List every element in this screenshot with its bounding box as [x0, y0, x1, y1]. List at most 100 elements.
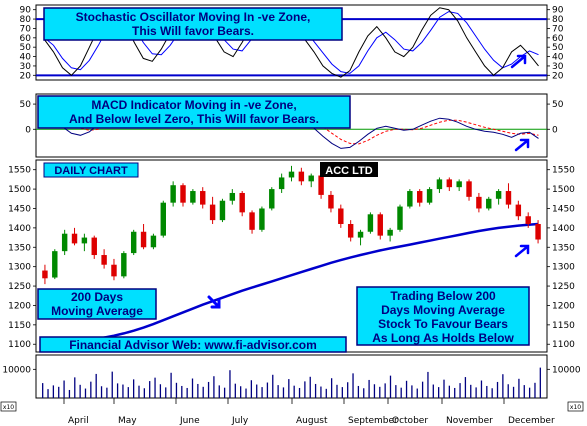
candle-body	[328, 194, 334, 209]
candle-body	[52, 251, 58, 278]
price-arrow-icon	[514, 244, 530, 258]
month-label: November	[446, 416, 493, 426]
price-tick-label-right: 1500	[552, 185, 575, 195]
stochastic-tick-label-right: 70	[552, 24, 564, 34]
macd-arrow-icon	[514, 138, 530, 152]
daily-chart-label-box	[43, 162, 139, 178]
website-caption-box	[39, 336, 347, 353]
stochastic-arrow-icon	[510, 54, 527, 69]
ma-annotation-line2: Moving Average	[51, 304, 143, 318]
price-tick-label-right: 1200	[552, 301, 575, 311]
candle-body	[160, 202, 166, 236]
candle-body	[426, 189, 433, 203]
macd-tick-label-right: 50	[552, 100, 564, 110]
stochastic-tick-label-right: 80	[552, 15, 564, 25]
stochastic-tick-label-left: 60	[20, 34, 32, 44]
candle-body	[535, 224, 541, 240]
candle-body	[111, 264, 117, 277]
stochastic-tick-label-right: 50	[552, 43, 564, 53]
candle-body	[357, 231, 364, 238]
ma-annotation-box	[37, 288, 157, 320]
stochastic-tick-label-left: 90	[20, 6, 32, 16]
candle-body	[101, 255, 107, 265]
candle-body	[130, 231, 137, 254]
candle-body	[338, 208, 344, 224]
candle-body	[446, 179, 453, 188]
candle-body	[239, 192, 245, 213]
candle-body	[318, 175, 324, 195]
stochastic-annotation-line1: Stochastic Oscillator Moving In -ve Zone…	[76, 10, 311, 24]
macd-tick-label-right: 0	[552, 125, 558, 135]
candle-body	[229, 192, 236, 201]
ma-annotation-line1: 200 Days	[71, 290, 123, 304]
stochastic-annotation-box	[43, 7, 343, 41]
volume-multiplier-label: x10	[3, 404, 14, 411]
candle-body	[525, 216, 531, 224]
website-caption: Financial Advisor Web: www.fi-advisor.co…	[69, 338, 317, 352]
candle-body	[91, 237, 97, 256]
price-tick-label-right: 1300	[552, 263, 575, 273]
stochastic-tick-label-left: 20	[20, 71, 32, 81]
candle-body	[288, 171, 295, 178]
candle-body	[219, 200, 226, 221]
price-tick-label-left: 1400	[8, 224, 31, 234]
candle-body	[42, 270, 48, 279]
candle-body	[259, 208, 265, 230]
candle-body	[515, 204, 522, 217]
candle-body	[417, 191, 423, 203]
price-tick-label-right: 1250	[552, 282, 575, 292]
price-tick-label-right: 1350	[552, 243, 575, 253]
candle-body	[249, 212, 255, 230]
price-tick-label-right: 1450	[552, 204, 575, 214]
stochastic-tick-label-right: 90	[552, 6, 564, 16]
chart-title: ACC LTD	[325, 165, 373, 177]
candle-body	[495, 191, 502, 199]
trading-note-box	[356, 286, 530, 346]
ma-arrow-icon	[207, 295, 221, 309]
macd-tick-label-left: 0	[25, 125, 31, 135]
month-label: April	[68, 416, 89, 426]
candle-body	[407, 191, 413, 207]
trading-note-line4: As Long As Holds Below	[372, 331, 514, 345]
candle-body	[308, 175, 314, 182]
candle-body	[367, 214, 374, 232]
candle-body	[81, 237, 88, 244]
stochastic-tick-label-left: 30	[20, 62, 32, 72]
candle-body	[278, 177, 285, 190]
candle-body	[505, 191, 512, 205]
price-tick-label-left: 1250	[8, 282, 31, 292]
month-label: August	[296, 416, 328, 426]
ma200-line	[44, 222, 539, 346]
candle-body	[121, 253, 127, 277]
trading-note-line3: Stock To Favour Bears	[378, 317, 508, 331]
macd-annotation-line2: And Below level Zero, This Will favor Be…	[69, 112, 319, 126]
volume-multiplier-label-right: x10	[570, 404, 581, 411]
candle-body	[466, 181, 472, 197]
candle-body	[200, 191, 206, 205]
stochastic-tick-label-left: 40	[20, 53, 32, 63]
price-tick-label-right: 1400	[552, 224, 575, 234]
price-tick-label-left: 1150	[8, 321, 31, 331]
candle-body	[298, 171, 305, 182]
macd-annotation-box	[37, 95, 351, 129]
month-label: October	[392, 416, 428, 426]
candle-body	[456, 181, 462, 188]
month-label: June	[179, 416, 200, 426]
month-label: December	[508, 416, 555, 426]
stochastic-annotation-line2: This Will favor Bears.	[132, 24, 254, 38]
price-tick-label-left: 1200	[8, 301, 31, 311]
candle-body	[347, 224, 354, 238]
month-label: September	[348, 416, 398, 426]
stochastic-tick-label-right: 60	[552, 34, 564, 44]
candle-body	[209, 204, 216, 221]
stochastic-tick-label-right: 30	[552, 62, 564, 72]
stoch-panel-frame	[35, 4, 548, 81]
candle-body	[436, 179, 443, 190]
candle-body	[140, 231, 147, 248]
chart-title-box	[320, 162, 378, 177]
vol-panel-frame	[35, 354, 548, 399]
candle-body	[269, 189, 275, 209]
candle-body	[486, 198, 492, 209]
volume-multiplier-box-right	[567, 401, 584, 412]
